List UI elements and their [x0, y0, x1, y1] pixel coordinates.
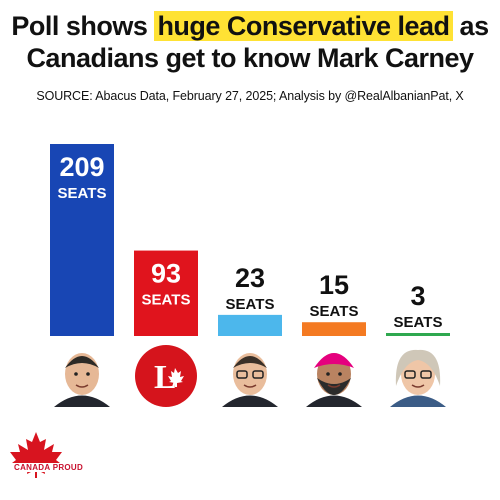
- portraits-group: L: [51, 345, 449, 407]
- jagmeet-singh-portrait: [303, 345, 365, 407]
- bars-group: 209 SEATS 93 SEATS 23 SEATS 15 SEATS 3 SEATS: [50, 144, 450, 336]
- title-highlight: huge Conservative lead: [154, 11, 453, 41]
- chart-title: Poll shows huge Conservative lead as Can…: [0, 10, 500, 74]
- liberal-logo-icon: L: [135, 345, 197, 407]
- maple-leaf-icon: [10, 432, 62, 478]
- bar-0: [50, 144, 114, 336]
- value-label-4: 3: [410, 281, 425, 311]
- svg-text:L: L: [154, 359, 177, 396]
- title-part-2: as: [452, 11, 490, 41]
- bar-3: [302, 322, 366, 336]
- source-line: SOURCE: Abacus Data, February 27, 2025; …: [36, 89, 464, 103]
- value-label-0: 209: [59, 152, 104, 182]
- canada-proud-logo: [4, 430, 68, 483]
- seats-label-3: SEATS: [310, 303, 359, 320]
- pierre-poilievre-portrait: [51, 345, 113, 407]
- bar-4: [386, 333, 450, 336]
- seats-label-2: SEATS: [226, 296, 275, 313]
- title-line-2: Canadians get to know Mark Carney: [26, 43, 474, 73]
- bar-1: [134, 250, 198, 336]
- seat-projection-chart: 209 SEATS 93 SEATS 23 SEATS 15 SEATS 3 SEATS L: [50, 144, 450, 407]
- title-part-1: Poll shows: [11, 11, 155, 41]
- seats-label-1: SEATS: [142, 292, 191, 309]
- elizabeth-may-portrait: [387, 345, 449, 407]
- value-label-1: 93: [151, 259, 181, 289]
- yves-francois-blanchet-portrait: [219, 345, 281, 407]
- logo-text: CANADA PROUD: [12, 463, 86, 472]
- seats-label-0: SEATS: [58, 185, 107, 202]
- seats-label-4: SEATS: [394, 314, 443, 331]
- value-label-2: 23: [235, 263, 265, 293]
- value-label-3: 15: [319, 270, 349, 300]
- bar-2: [218, 314, 282, 336]
